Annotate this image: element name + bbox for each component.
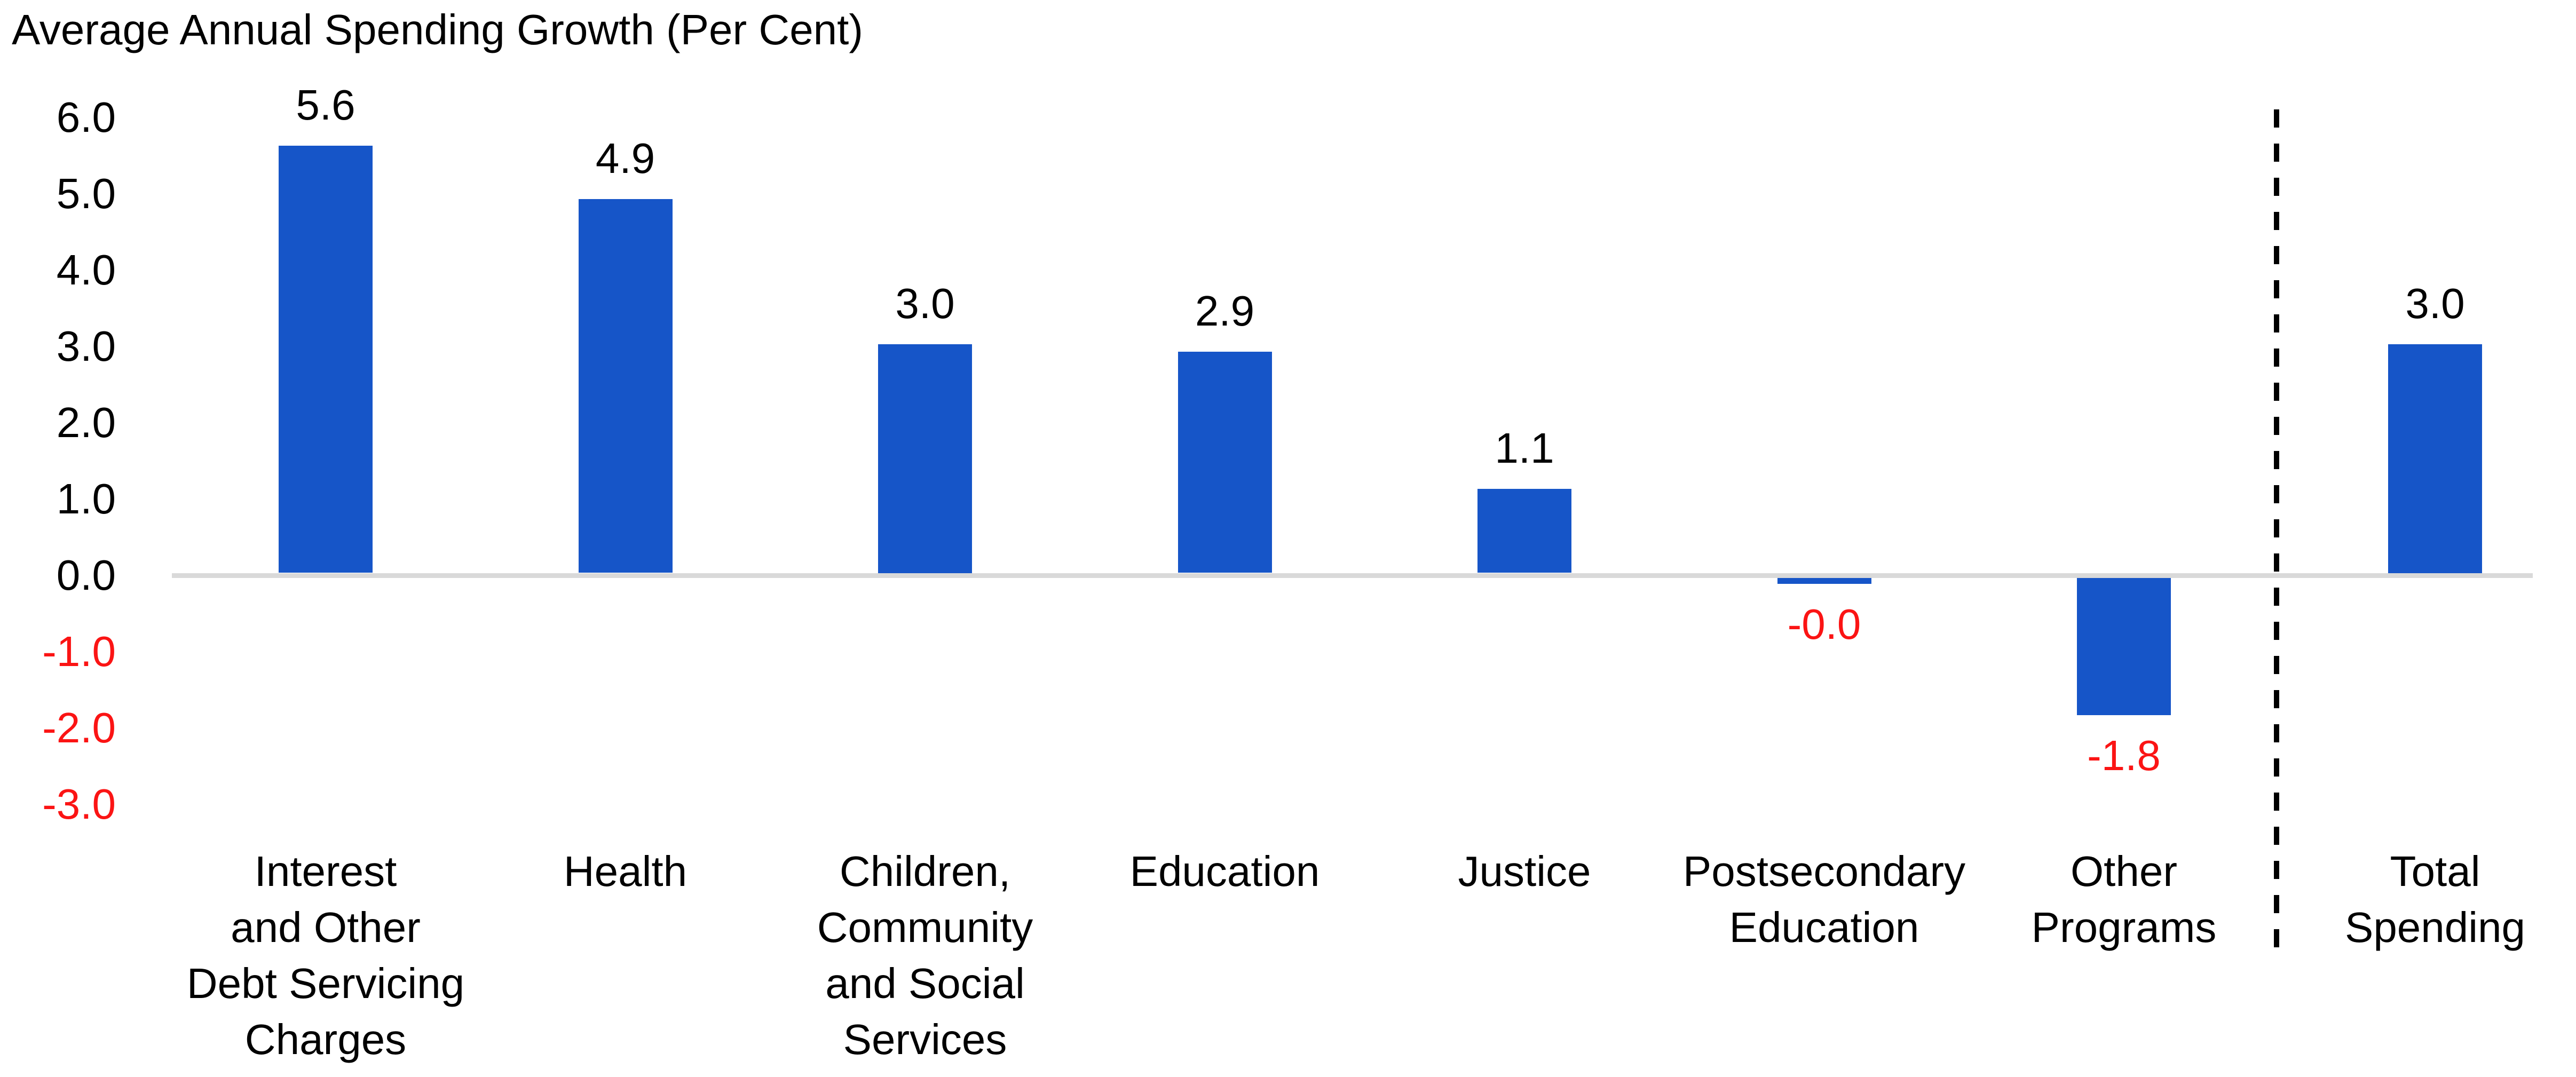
bar-value-label: -0.0 — [1787, 600, 1861, 648]
category-label-line: Charges — [244, 1016, 407, 1063]
category-label-line: Postsecondary — [1682, 848, 1966, 895]
bar — [1178, 351, 1272, 573]
bar — [2077, 577, 2171, 715]
y-axis-tick-label: 5.0 — [56, 170, 116, 217]
bar-value-label: 4.9 — [595, 134, 655, 182]
category-label-line: Education — [1129, 848, 1320, 895]
y-axis-tick-label: -3.0 — [42, 780, 116, 828]
category-label-line: Community — [817, 904, 1033, 951]
bar — [578, 199, 673, 573]
y-axis-tick-label: 3.0 — [56, 322, 116, 370]
category-label: Postsecondary Education — [1659, 843, 1990, 955]
category-label-line: Health — [563, 848, 688, 895]
bar-value-label: 2.9 — [1195, 287, 1255, 335]
category-label: Health — [460, 843, 791, 899]
bar — [1477, 489, 1571, 573]
bar-value-label: 5.6 — [296, 81, 355, 129]
category-label-line: Total — [2390, 848, 2480, 895]
category-label-line: Programs — [2031, 904, 2217, 951]
category-label-line: Other — [2070, 848, 2178, 895]
bar — [279, 145, 373, 573]
zero-axis-line — [172, 573, 2533, 578]
category-label-line: Education — [1729, 904, 1919, 951]
category-label: Education — [1060, 843, 1390, 899]
category-label-line: Services — [843, 1016, 1007, 1063]
category-label-line: and Social — [825, 960, 1025, 1007]
bar-value-label: 3.0 — [895, 279, 955, 327]
y-axis-tick-label: 2.0 — [56, 399, 116, 446]
bar-value-label: 1.1 — [1495, 424, 1554, 472]
y-axis-tick-label: 1.0 — [56, 475, 116, 522]
bar-value-label: 3.0 — [2405, 279, 2465, 327]
bar-value-label: -1.8 — [2087, 731, 2161, 779]
chart-title: Average Annual Spending Growth (Per Cent… — [12, 6, 864, 53]
category-label: Children, Community and Social Services — [760, 843, 1091, 1067]
bar — [878, 344, 972, 573]
bar — [1777, 577, 1871, 584]
y-axis-tick-label: -1.0 — [42, 628, 116, 675]
total-separator-dashed-line — [2274, 109, 2279, 953]
category-label: Other Programs — [1958, 843, 2289, 955]
category-label-line: Justice — [1458, 848, 1591, 895]
category-label-line: Interest — [254, 848, 397, 895]
bar — [2388, 344, 2482, 573]
y-axis-tick-label: -2.0 — [42, 704, 116, 751]
y-axis-tick-label: 6.0 — [56, 93, 116, 141]
category-label-line: Debt Servicing — [186, 960, 465, 1007]
y-axis-tick-label: 0.0 — [56, 551, 116, 599]
category-label-line: Spending — [2344, 904, 2526, 951]
category-label: Interest and Other Debt Servicing Charges — [160, 843, 491, 1067]
y-axis-tick-label: 4.0 — [56, 246, 116, 294]
category-label-line: Children, — [839, 848, 1011, 895]
category-label: Justice — [1359, 843, 1690, 899]
category-label: Total Spending — [2270, 843, 2576, 955]
category-label-line: and Other — [231, 904, 421, 951]
